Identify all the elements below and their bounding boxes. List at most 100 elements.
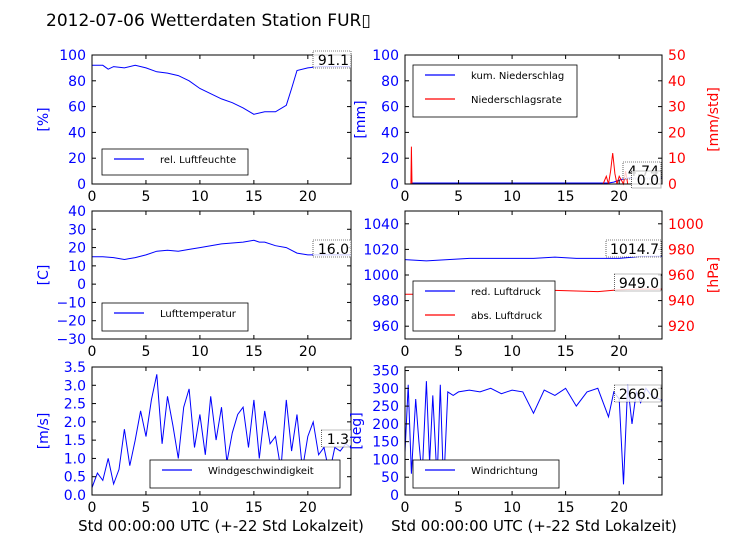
y-tick-label: 1.0 (64, 451, 86, 467)
y-tick-label: 100 (372, 452, 399, 468)
y-right-tick-label: 980 (668, 242, 695, 258)
x-tick-label: 20 (299, 344, 317, 360)
value-label-pressure: 949.0 (619, 276, 659, 292)
value-box (312, 50, 352, 69)
legend-box-wind_speed (149, 459, 341, 489)
y-tick-label: 1020 (363, 242, 399, 258)
y-tick-label: 1000 (363, 268, 399, 284)
x-tick-label: 15 (245, 344, 263, 360)
x-tick-label: 5 (141, 344, 150, 360)
y-tick-label: 30 (68, 222, 86, 238)
series-line-humidity-0 (92, 64, 351, 115)
legend-box-wind_direction (412, 459, 560, 489)
y-tick-label: 250 (372, 399, 399, 415)
y-right-axis-label-precipitation: [mm/std] (706, 87, 722, 152)
panel-pressure: 0 5 10 15 20 960 980 1000 1020 1040 920 940 960 980 10… (363, 210, 722, 360)
y-tick-label: 20 (68, 151, 86, 167)
x-tick-label: 10 (503, 500, 521, 516)
y-tick-label: 50 (381, 470, 399, 486)
x-tick-label: 0 (401, 500, 410, 516)
y-right-tick-label: 20 (668, 125, 686, 141)
y-tick-label: 40 (68, 125, 86, 141)
panel-humidity: 0 5 10 15 20 0 20 40 60 80 100 [%] rel. Luftfeuchte 9… (36, 48, 352, 205)
y-tick-label: 3.0 (64, 378, 86, 394)
value-label-humidity: 91.1 (318, 53, 349, 69)
y-tick-label: 960 (372, 319, 399, 335)
panel-temperature: 0 5 10 15 20 −30 −20 −10 0 10 20 30 40 [C] Lufttempera… (36, 204, 352, 360)
axes-frame-wind_direction (404, 366, 663, 496)
series-line-pressure-0 (404, 255, 663, 262)
legend-label: kum. Niederschlag (471, 71, 564, 82)
x-axis-label-left: Std 00:00:00 UTC (+-22 Std Lokalzeit) (78, 517, 364, 535)
axes-frame-temperature (91, 210, 352, 340)
y-tick-label: −30 (56, 332, 86, 348)
x-tick-label: 10 (191, 344, 209, 360)
y-tick-label: 300 (372, 381, 399, 397)
legend-label: Niederschlagsrate (471, 95, 562, 106)
x-axis-label-right: Std 00:00:00 UTC (+-22 Std Lokalzeit) (391, 517, 677, 535)
x-tick-label: 5 (141, 500, 150, 516)
x-tick-label: 0 (88, 500, 97, 516)
y-tick-label: 10 (68, 259, 86, 275)
legend-label: rel. Luftfeuchte (160, 155, 236, 166)
x-tick-label: 15 (245, 189, 263, 205)
legend-box-humidity (101, 148, 249, 176)
legend-label: red. Luftdruck (471, 287, 541, 298)
y-axis-label-humidity: [%] (36, 107, 52, 131)
y-axis-label-wind_direction: [deg] (349, 412, 365, 449)
value-box (321, 429, 352, 448)
figure-title: 2012-07-06 Wetterdaten Station FUR▯ (46, 11, 371, 31)
y-tick-label: 2.5 (64, 397, 86, 413)
y-right-tick-label: 10 (668, 151, 686, 167)
y-tick-label: −10 (56, 295, 86, 311)
axes-frame-precipitation (404, 54, 663, 185)
value-label-temperature: 16.0 (318, 242, 349, 258)
y-tick-label: 60 (381, 100, 399, 116)
y-right-tick-label: 30 (668, 100, 686, 116)
x-tick-label: 15 (557, 189, 575, 205)
x-tick-label: 0 (401, 344, 410, 360)
y-tick-label: 0 (390, 488, 399, 504)
x-tick-label: 5 (454, 344, 463, 360)
y-axis-label-precipitation: [mm] (353, 100, 369, 138)
series-line-temperature-0 (92, 239, 351, 261)
value-box (614, 273, 662, 292)
y-right-tick-label: 0 (668, 177, 677, 193)
x-tick-label: 15 (557, 500, 575, 516)
y-tick-label: 0 (77, 177, 86, 193)
x-tick-label: 20 (610, 344, 628, 360)
x-tick-label: 5 (454, 500, 463, 516)
y-tick-label: 0 (77, 277, 86, 293)
legend-box-temperature (101, 302, 249, 332)
y-tick-label: 40 (381, 125, 399, 141)
legend-label: Windgeschwindigkeit (208, 466, 314, 477)
x-tick-label: 20 (610, 189, 628, 205)
y-tick-label: 1040 (363, 217, 399, 233)
y-tick-label: 20 (381, 151, 399, 167)
y-tick-label: 100 (372, 48, 399, 64)
legend-label: abs. Luftdruck (471, 311, 542, 322)
legend-label: Windrichtung (471, 466, 538, 477)
x-tick-label: 5 (141, 189, 150, 205)
y-tick-label: 100 (59, 48, 86, 64)
x-tick-label: 20 (299, 500, 317, 516)
x-tick-label: 0 (88, 189, 97, 205)
panel-precipitation: 0 5 10 15 20 0 20 40 60 80 100 0 10 20 30 40 50 [mm] [mm/s… (353, 48, 722, 205)
y-tick-label: 20 (68, 241, 86, 257)
axes-frame-humidity (91, 54, 352, 185)
x-tick-label: 10 (191, 500, 209, 516)
y-tick-label: 3.5 (64, 360, 86, 376)
y-tick-label: 40 (68, 204, 86, 220)
x-tick-label: 10 (503, 344, 521, 360)
value-label-pressure: 1014.7 (610, 242, 659, 258)
y-right-tick-label: 960 (668, 268, 695, 284)
y-tick-label: 150 (372, 435, 399, 451)
x-tick-label: 5 (454, 189, 463, 205)
value-box (631, 170, 662, 189)
value-box (312, 239, 352, 258)
y-right-tick-label: 50 (668, 48, 686, 64)
y-right-tick-label: 940 (668, 294, 695, 310)
legend-box-pressure (412, 280, 556, 332)
y-tick-label: 200 (372, 417, 399, 433)
